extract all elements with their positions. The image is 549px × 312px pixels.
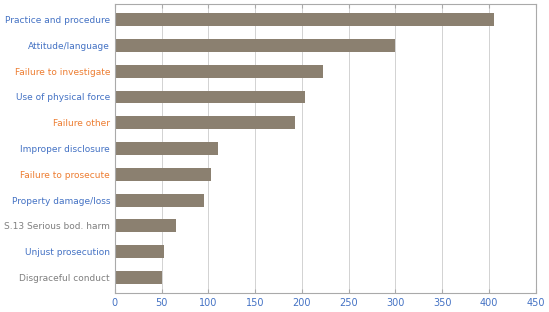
Bar <box>115 65 323 78</box>
Bar <box>115 116 295 129</box>
Bar <box>115 39 395 52</box>
Bar <box>115 194 204 207</box>
Bar <box>115 245 164 258</box>
Bar <box>115 90 305 104</box>
Bar <box>115 271 161 284</box>
Bar <box>115 219 176 232</box>
Bar <box>115 168 211 181</box>
Bar <box>115 13 494 26</box>
Bar <box>115 142 218 155</box>
